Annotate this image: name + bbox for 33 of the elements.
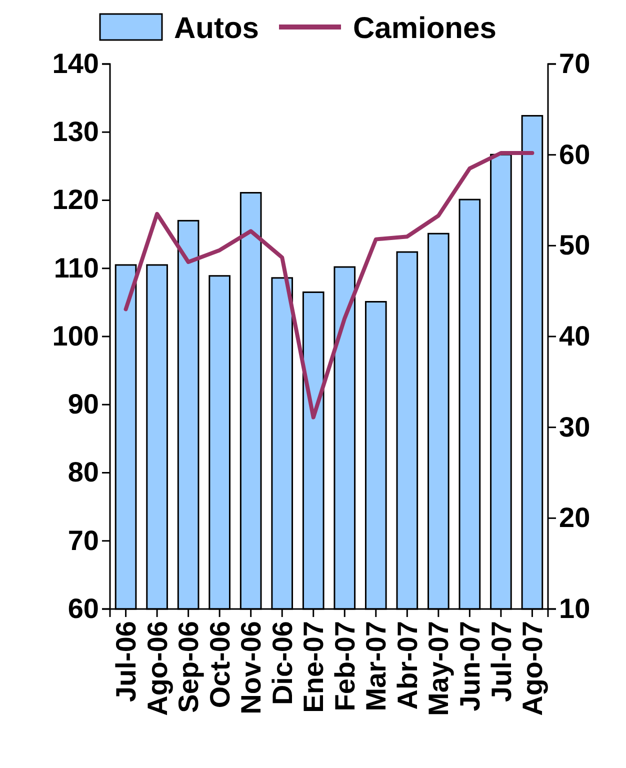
y-tick-label: 130 xyxy=(52,116,99,148)
line-series xyxy=(124,151,534,420)
legend-label: Camiones xyxy=(353,12,496,45)
x-tick-label: Dic-06 xyxy=(266,621,298,706)
x-tick-label: Feb-07 xyxy=(329,621,360,712)
x-tick-label: Ene-07 xyxy=(298,621,330,713)
y2-tick-label: 60 xyxy=(559,138,590,170)
x-tick-label: Jul-07 xyxy=(486,621,517,702)
y-tick-label: 90 xyxy=(68,388,99,420)
y-tick-label: 60 xyxy=(68,592,99,624)
y2-tick-label: 50 xyxy=(559,230,590,261)
x-tick-label: Ago-07 xyxy=(517,621,548,716)
y-tick-label: 70 xyxy=(68,524,99,556)
x-tick-label: Jul-06 xyxy=(110,621,142,702)
y2-tick-label: 10 xyxy=(559,592,590,624)
y-tick-label: 100 xyxy=(52,320,99,352)
x-tick-label: Mar-07 xyxy=(360,621,392,712)
x-tick-label: Ago-06 xyxy=(142,621,173,716)
x-tick-label: Oct-06 xyxy=(204,621,236,708)
y-tick-label: 80 xyxy=(68,456,99,488)
y-tick-label: 120 xyxy=(52,184,99,216)
y-tick-label: 110 xyxy=(54,252,99,284)
y2-tick-label: 20 xyxy=(559,502,590,534)
y-tick-label: 140 xyxy=(52,48,99,79)
y2-tick-label: 30 xyxy=(559,411,590,442)
x-tick-label: Nov-06 xyxy=(236,621,267,714)
y2-tick-label: 70 xyxy=(559,48,590,79)
legend-label: Autos xyxy=(174,12,259,45)
y2-tick-label: 40 xyxy=(559,320,590,352)
x-tick-label: Jun-07 xyxy=(454,621,486,712)
x-tick-label: May-07 xyxy=(423,621,454,716)
x-tick-label: Sep-06 xyxy=(173,621,204,713)
x-tick-label: Abr-07 xyxy=(392,621,423,710)
